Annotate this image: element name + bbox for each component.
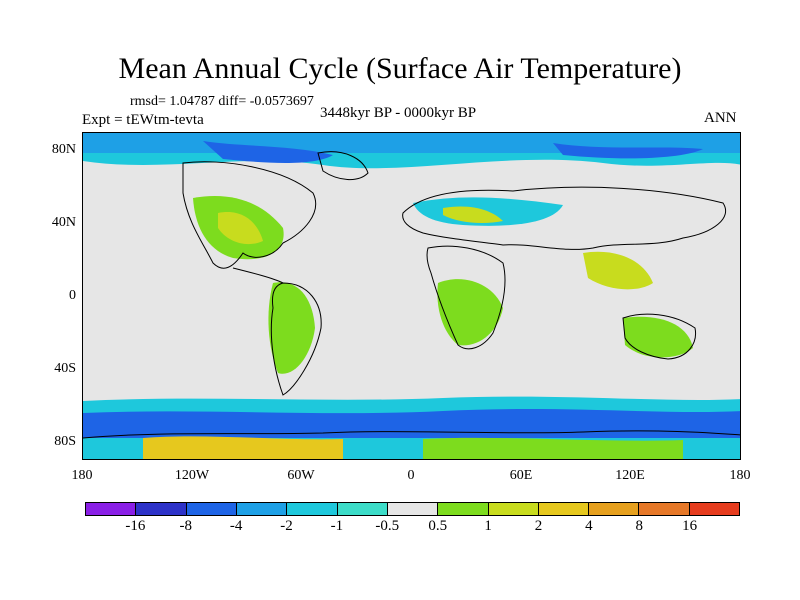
coast-africa xyxy=(426,245,506,350)
anomaly-central-asia-warm xyxy=(443,206,503,223)
colorbar-tick-label: 2 xyxy=(534,518,543,534)
colorbar-tick-label: -8 xyxy=(179,518,193,534)
coast-antarctica xyxy=(83,430,740,439)
colorbar-swatch xyxy=(387,503,439,515)
colorbar-tick-label: 4 xyxy=(585,518,593,534)
lat-label-40s: 40S xyxy=(54,361,76,376)
lon-label-180w: 180 xyxy=(71,468,93,483)
colorbar-tick-label: -4 xyxy=(229,518,243,534)
anomaly-east-antarctica-warm xyxy=(423,437,683,459)
colorbar-tick-label: 1 xyxy=(484,518,492,534)
colorbar-swatch xyxy=(589,503,640,515)
anomaly-siberia-cold xyxy=(553,143,703,159)
stats-label: rmsd= 1.04787 diff= -0.0573697 xyxy=(130,94,314,109)
colorbar-tick-label: -2 xyxy=(280,518,293,534)
lon-label-0: 0 xyxy=(407,468,415,483)
colorbar-swatch xyxy=(488,503,539,515)
colorbar-swatch xyxy=(86,503,137,515)
colorbar-swatch xyxy=(689,503,740,515)
colorbar-tick-label: -1 xyxy=(330,518,344,534)
colorbar-swatch xyxy=(136,503,187,515)
colorbar xyxy=(85,502,740,516)
lon-label-60e: 60E xyxy=(509,468,533,483)
colorbar-swatch xyxy=(639,503,690,515)
experiment-label: Expt = tEWtm-tevta xyxy=(82,112,204,128)
colorbar-tick-label: 0.5 xyxy=(428,518,448,534)
lon-label-180e: 180 xyxy=(729,468,751,483)
anomaly-africa-warm xyxy=(437,279,503,346)
anomaly-south-asia-warm xyxy=(583,251,653,290)
coast-south-america xyxy=(270,282,322,396)
colorbar-swatch xyxy=(337,503,388,515)
season-label: ANN xyxy=(704,110,737,126)
colorbar-swatch xyxy=(438,503,489,515)
lon-label-60w: 60W xyxy=(287,468,315,483)
anomaly-southern-ocean-cold xyxy=(83,409,740,438)
colorbar-tick-label: 8 xyxy=(635,518,643,534)
colorbar-tick-label: -16 xyxy=(125,518,146,534)
map-area xyxy=(82,132,741,460)
colorbar-swatch xyxy=(287,503,338,515)
lat-label-80n: 80N xyxy=(51,142,76,157)
anomaly-north-america-hot xyxy=(218,212,263,245)
anomaly-map xyxy=(83,133,740,459)
anomaly-greenland-cold xyxy=(203,141,333,163)
colorbar-swatch xyxy=(186,503,237,515)
period-label: 3448kyr BP - 0000kyr BP xyxy=(320,105,477,121)
chart-title: Mean Annual Cycle (Surface Air Temperatu… xyxy=(118,52,682,85)
coast-eurasia xyxy=(402,186,726,250)
lat-label-40n: 40N xyxy=(51,215,76,230)
anomaly-australia-warm xyxy=(623,316,693,358)
coast-greenland xyxy=(317,151,369,180)
coastlines xyxy=(83,151,740,439)
lon-label-120e: 120E xyxy=(615,468,645,483)
colorbar-tick-label: -0.5 xyxy=(375,518,400,534)
anomaly-antarctica-warm xyxy=(143,436,343,459)
lon-label-120w: 120W xyxy=(174,468,210,483)
colorbar-swatch xyxy=(236,503,288,515)
lat-label-0: 0 xyxy=(69,288,76,303)
colorbar-swatch xyxy=(538,503,590,515)
anomaly-south-america-warm xyxy=(268,282,315,374)
coast-australia xyxy=(622,313,697,360)
coast-north-america xyxy=(182,161,317,269)
coast-central-america xyxy=(232,267,284,284)
colorbar-tick-label: 16 xyxy=(682,518,698,534)
lat-label-80s: 80S xyxy=(54,434,76,449)
